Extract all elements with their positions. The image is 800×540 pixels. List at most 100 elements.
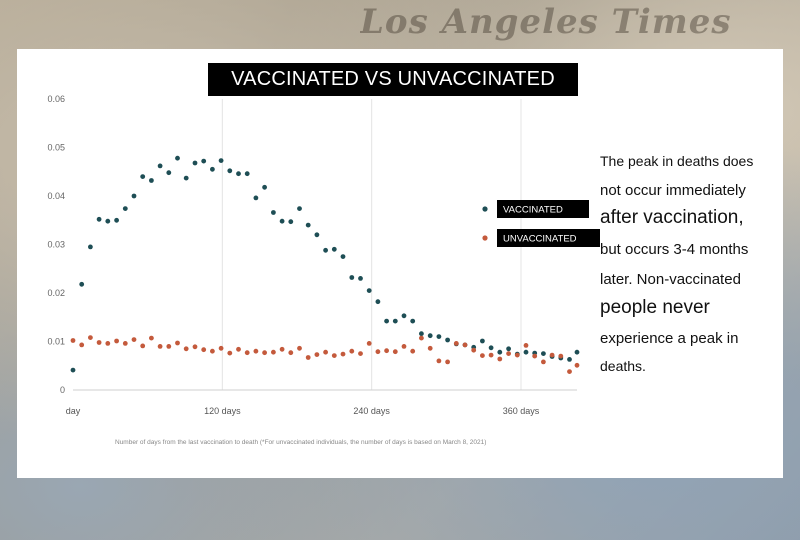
vaccinated-point [297,206,302,212]
unvaccinated-point [244,350,250,356]
vaccinated-point [541,351,546,356]
unvaccinated-point [140,343,146,349]
unvaccinated-point [436,358,442,364]
unvaccinated-point [271,349,276,355]
vaccinated-point [157,163,163,169]
y-tick-label: 0.04 [47,191,65,201]
vaccinated-point [105,218,111,224]
unvaccinated-point [253,348,259,354]
vaccinated-point [210,166,215,172]
y-tick-label: 0.06 [47,94,65,104]
unvaccinated-point [297,345,302,351]
y-tick-label: 0.02 [47,288,65,298]
vaccinated-point [506,346,511,352]
chart-title: VACCINATED VS UNVACCINATED [208,63,578,96]
vaccinated-point [70,367,76,373]
y-tick-label: 0.01 [47,337,65,347]
unvaccinated-point [480,353,485,358]
unvaccinated-point [497,356,503,362]
unvaccinated-point [358,351,363,356]
vaccinated-point [419,331,424,337]
unvaccinated-point [166,344,172,349]
side-note-line: The peak in deaths does [600,153,754,169]
unvaccinated-point [541,359,546,365]
vaccinated-point [183,175,189,181]
legend: VACCINATED UNVACCINATED [482,200,600,247]
side-note-line: later. Non-vaccinated [600,271,741,288]
side-note-line: people never [600,297,710,318]
unvaccinated-point [471,347,477,353]
unvaccinated-point [305,355,311,360]
vaccinated-point [410,318,416,324]
unvaccinated-point [549,352,555,358]
unvaccinated-point [131,337,137,342]
unvaccinated-point [122,341,128,346]
legend-label: UNVACCINATED [503,234,577,245]
unvaccinated-point [227,350,233,356]
scatter-chart: 0 0.01 0.02 0.03 0.04 0.05 0.06 day 120 days 240 … [47,94,600,446]
unvaccinated-point [183,346,189,352]
vaccinated-point [392,318,398,324]
vaccinated-point [445,337,450,343]
legend-marker [482,206,488,212]
y-tick-label: 0 [60,385,65,395]
vaccinated-point [349,275,355,280]
unvaccinated-point [384,348,389,354]
vaccinated-point [88,244,93,250]
unvaccinated-point [574,362,580,368]
side-note-line: after vaccination, [600,207,744,228]
unvaccinated-point [288,350,294,356]
unvaccinated-point [427,345,433,351]
unvaccinated-point [523,343,529,348]
unvaccinated-point [79,342,85,348]
unvaccinated-point [236,346,241,352]
vaccinated-point [201,158,207,164]
vaccinated-point [305,222,311,228]
unvaccinated-point [323,349,328,355]
unvaccinated-point [445,359,450,365]
unvaccinated-point [70,338,76,343]
vaccinated-point [358,276,363,281]
unvaccinated-point [149,335,154,341]
vaccinated-point [331,246,337,252]
legend-label: VACCINATED [503,205,563,216]
vaccinated-point [271,210,276,215]
unvaccinated-point [514,352,520,358]
unvaccinated-point [114,338,119,344]
vaccinated-point [366,288,372,293]
vaccinated-point [436,334,442,339]
vaccinated-point [122,206,128,212]
unvaccinated-point [453,341,459,346]
vaccinated-point [497,349,503,355]
vaccinated-point [253,195,259,201]
newspaper-masthead: Los Angeles Times [360,2,732,42]
unvaccinated-point [532,353,538,359]
vaccinated-point [574,349,580,355]
vaccinated-point [227,168,233,174]
x-axis-label: Number of days from the last vaccination… [115,439,486,446]
unvaccinated-point [218,345,224,351]
y-tick-label: 0.05 [47,143,65,153]
legend-label-box [497,200,589,218]
vaccinated-point [288,219,294,225]
y-tick-label: 0.03 [47,240,65,250]
unvaccinated-point [462,342,468,348]
vaccinated-point [401,313,407,319]
unvaccinated-point [314,352,320,357]
unvaccinated-point [88,335,93,340]
vaccinated-point [314,232,320,238]
legend-marker [482,235,488,241]
side-note-line: experience a peak in [600,330,739,347]
vaccinated-point [340,254,346,259]
grid-lines [221,99,522,390]
chart-panel: 0 0.01 0.02 0.03 0.04 0.05 0.06 day 120 days 240 … [17,49,783,478]
unvaccinated-point [558,353,564,359]
unvaccinated-point [567,369,572,374]
side-note-line: deaths. [600,358,646,374]
vaccinated-point [114,217,119,223]
side-note-line: but occurs 3-4 months [600,241,749,258]
vaccinated-point [279,218,285,224]
vaccinated-point [488,345,494,351]
vaccinated-point [131,193,137,199]
data-points [70,155,580,374]
